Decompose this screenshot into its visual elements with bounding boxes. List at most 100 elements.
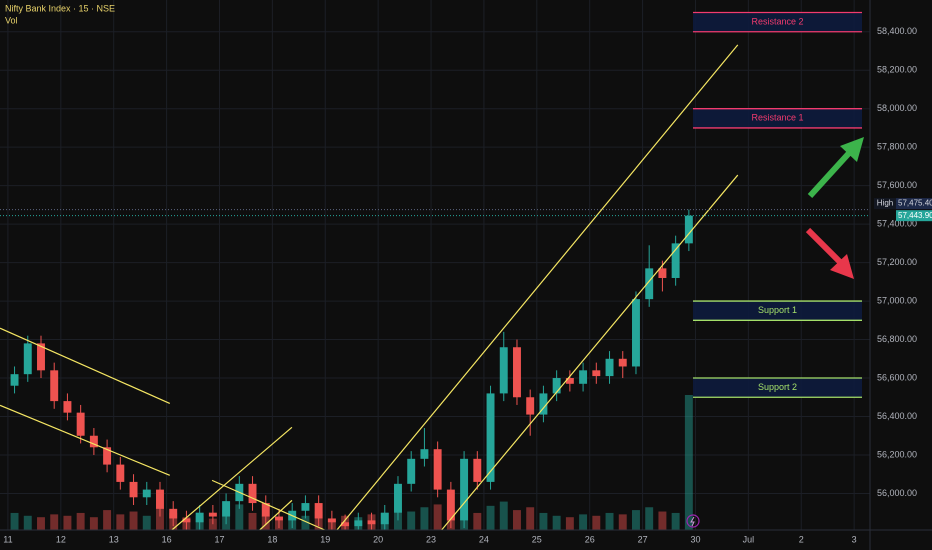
volume-bar: [248, 512, 257, 530]
y-tick-label: 56,200.00: [877, 449, 917, 459]
candles: [10, 209, 693, 530]
candle-body: [513, 347, 521, 398]
x-tick-label: 13: [109, 534, 119, 544]
zone-box: [693, 378, 862, 398]
volume-bar: [539, 512, 548, 530]
x-tick-label: 24: [479, 534, 489, 544]
volume-bar: [473, 512, 482, 530]
x-tick-label: 23: [426, 534, 436, 544]
candle-body: [420, 449, 429, 459]
volume-bar: [23, 515, 32, 530]
candle-body: [579, 370, 588, 384]
alert-circle[interactable]: [686, 514, 700, 528]
x-tick-label: 3: [852, 534, 857, 544]
x-tick-label: 11: [3, 534, 12, 544]
trendline: [211, 479, 325, 531]
candle-body: [605, 358, 614, 377]
x-tick-label: 17: [214, 534, 224, 544]
candle-body: [275, 516, 283, 521]
y-tick-label: 56,800.00: [877, 334, 917, 344]
candle-body: [632, 299, 640, 367]
last-price-tag: [896, 210, 932, 222]
candle-body: [169, 508, 178, 519]
x-tick-label: Jul: [743, 534, 755, 544]
volume-bar: [645, 507, 654, 530]
volume-bar: [632, 510, 640, 530]
volume-bar: [565, 517, 574, 530]
candle-body: [592, 370, 601, 377]
candle-body: [63, 401, 72, 413]
candle-body: [314, 503, 323, 519]
zone-label: Support 2: [758, 382, 797, 392]
trendline: [171, 426, 293, 531]
high-tag-label: High: [877, 199, 893, 208]
candle-body: [367, 520, 376, 525]
down-arrow-shaft: [805, 227, 845, 267]
y-tick-label: 56,000.00: [877, 488, 917, 498]
candle-body: [394, 483, 402, 513]
x-tick-label: 26: [585, 534, 595, 544]
y-tick-label: 58,200.00: [877, 65, 917, 75]
candle-body: [23, 343, 32, 375]
volume-bar: [37, 517, 45, 530]
up-arrow-head: [840, 137, 864, 162]
x-tick-label: 19: [320, 534, 330, 544]
alert-icon[interactable]: [686, 514, 700, 528]
x-tick-label: 27: [638, 534, 648, 544]
candle-body: [460, 458, 469, 521]
y-tick-label: 58,000.00: [877, 103, 917, 113]
y-tick-label: 57,000.00: [877, 295, 917, 305]
candle-body: [89, 435, 98, 448]
x-tick-label: 20: [373, 534, 383, 544]
y-tick-label: 57,200.00: [877, 257, 917, 267]
x-tick-label: 16: [162, 534, 172, 544]
volume-bar: [433, 504, 442, 530]
volume-bar: [129, 511, 138, 530]
trendline: [0, 327, 171, 404]
x-tick-label: 2: [799, 534, 804, 544]
candle-body: [116, 464, 125, 482]
candle-body: [671, 243, 680, 278]
alert-bolt[interactable]: [690, 516, 695, 527]
x-tick-label: 30: [690, 534, 700, 544]
candle-body: [182, 518, 191, 523]
volume-bar: [50, 514, 59, 530]
volume-bar: [63, 515, 72, 530]
candle-body: [37, 343, 45, 371]
candle-body: [407, 458, 416, 484]
candle-body: [645, 268, 654, 300]
candle-body: [76, 412, 85, 436]
candle-body: [618, 358, 627, 367]
candle-body: [446, 489, 455, 521]
candle-body: [50, 370, 59, 402]
up-arrow: [807, 137, 864, 199]
zone-box: [693, 12, 862, 32]
high-value-tag: [896, 198, 932, 210]
y-tick-label: 58,400.00: [877, 26, 917, 36]
volume-label: Vol: [5, 15, 18, 25]
chart-title: Nifty Bank Index · 15 · NSE: [5, 3, 115, 13]
high-tag: [874, 198, 896, 210]
zone-box: [693, 301, 862, 321]
volume-bar: [658, 511, 667, 530]
y-tick-label: 57,600.00: [877, 180, 917, 190]
x-tick-label: 25: [532, 534, 542, 544]
last-price-label: 57,443.90: [898, 211, 932, 220]
volume-bar: [208, 518, 217, 530]
candle-body: [684, 215, 693, 244]
volume-bar: [579, 514, 588, 530]
down-arrow: [805, 227, 854, 279]
y-tick-label: 56,400.00: [877, 411, 917, 421]
x-tick-label: 12: [56, 534, 66, 544]
volume-bar: [671, 512, 680, 530]
candle-body: [658, 268, 667, 278]
candle-body: [552, 378, 561, 394]
candle-body: [103, 447, 112, 465]
volume-bar: [486, 505, 495, 530]
volume-bar: [116, 514, 125, 530]
x-tick-label: 18: [267, 534, 277, 544]
candle-body: [142, 489, 151, 498]
